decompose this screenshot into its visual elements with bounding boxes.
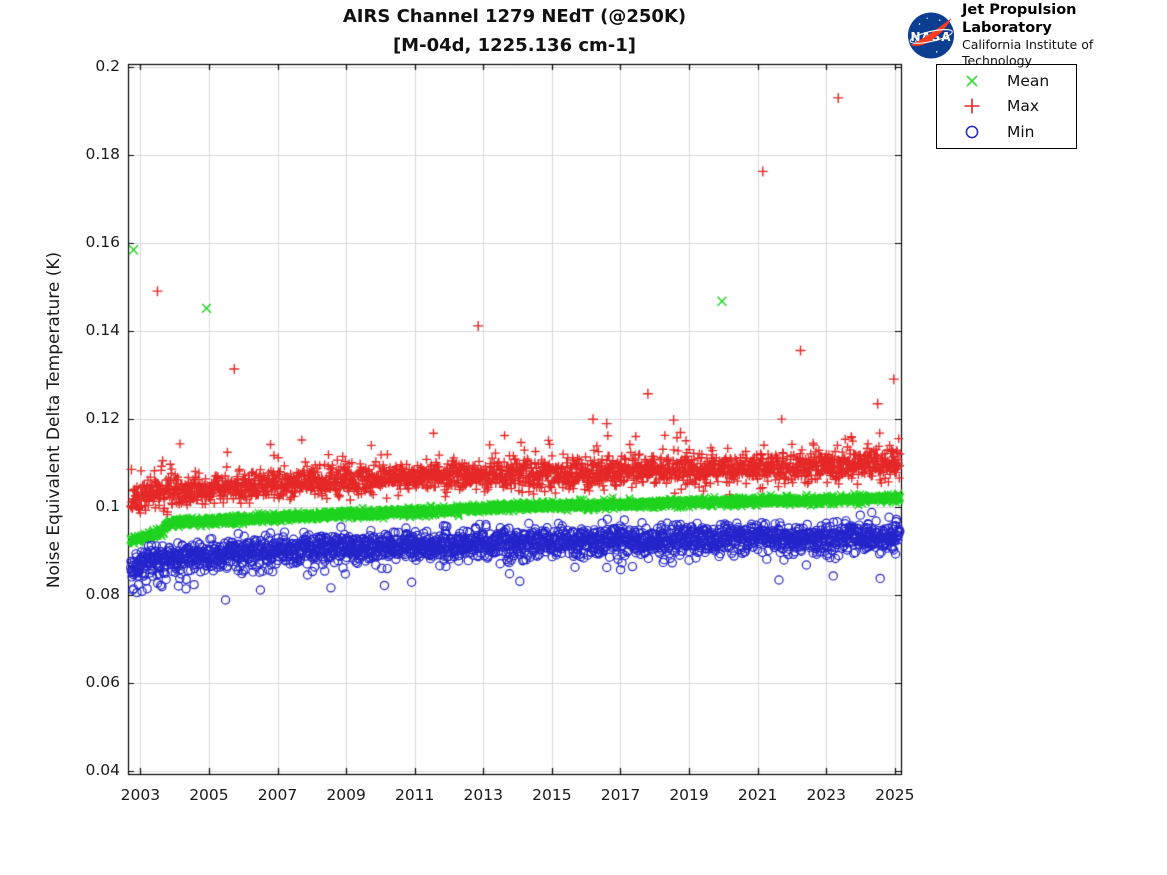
y-tick-label: 0.18 (85, 145, 120, 164)
chart-title-line1: AIRS Channel 1279 NEdT (@250K) (342, 6, 687, 27)
x-tick-label: 2025 (875, 786, 915, 804)
max-plus-marker-icon (937, 96, 1007, 116)
y-tick-label: 0.16 (85, 233, 120, 252)
legend: Mean Max Min (936, 64, 1077, 149)
legend-item-mean: Mean (937, 68, 1076, 93)
legend-label-max: Max (1007, 97, 1040, 116)
y-tick-label: 0.06 (85, 673, 120, 692)
y-tick-label: 0.14 (85, 321, 120, 340)
x-tick-label: 2007 (257, 786, 298, 804)
y-tick-label: 0.08 (85, 585, 120, 604)
x-tick-label: 2019 (669, 786, 709, 804)
y-tick-label: 0.2 (95, 57, 120, 76)
x-tick-label: 2015 (532, 786, 572, 804)
chart-title: AIRS Channel 1279 NEdT (@250K) [M-04d, 1… (128, 2, 901, 60)
x-tick-label: 2005 (189, 786, 229, 804)
x-tick-label: 2009 (326, 786, 366, 804)
legend-label-mean: Mean (1007, 71, 1050, 90)
x-tick-label: 2021 (737, 786, 778, 804)
x-tick-label: 2017 (600, 786, 641, 804)
min-circle-marker-icon (937, 123, 1007, 141)
nasa-meatball-icon: NASA (907, 11, 955, 59)
x-tick-label: 2003 (120, 786, 161, 804)
chart-title-line2: [M-04d, 1225.136 cm-1] (392, 35, 637, 56)
legend-item-max: Max (937, 94, 1076, 119)
logo-org-name: Jet Propulsion Laboratory (961, 2, 1077, 36)
x-tick-label: 2023 (806, 786, 846, 804)
x-tick-label: 2011 (394, 786, 435, 804)
mean-x-marker-icon (937, 72, 1007, 90)
legend-item-min: Min (937, 120, 1076, 145)
x-tick-label: 2013 (463, 786, 503, 804)
y-tick-label: 0.04 (85, 761, 120, 780)
logo-institute-name: California Institute of Technology (961, 37, 1094, 68)
jpl-logo: NASA Jet Propulsion Laboratory Californi… (907, 1, 1167, 69)
y-tick-label: 0.12 (85, 409, 120, 428)
y-tick-label: 0.1 (95, 497, 120, 516)
legend-label-min: Min (1007, 123, 1035, 142)
jpl-logo-text: Jet Propulsion Laboratory California Ins… (962, 1, 1167, 69)
